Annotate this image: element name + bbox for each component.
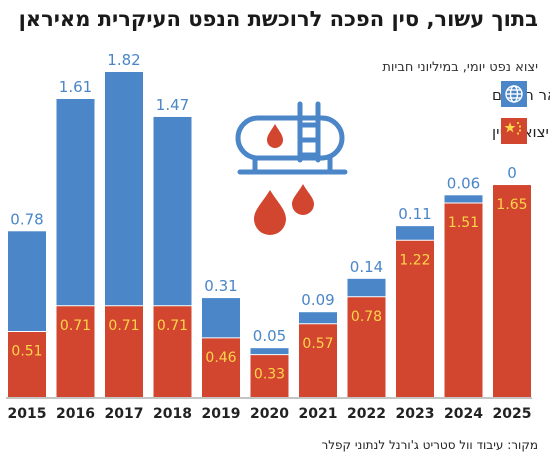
china-flag-icon bbox=[504, 121, 522, 135]
bar-china-2021 bbox=[299, 323, 337, 397]
value-label-china: 0.71 bbox=[157, 318, 188, 334]
inner-labels-group: 0.51 0.71 0.71 0.71 0.46 0.33 0.57 0.78 1.22 1.51… bbox=[11, 197, 527, 383]
value-label-china: 0.33 bbox=[254, 367, 285, 383]
x-axis-labels: 2015 2016 2017 2018 2019 2020 2021 2022 2023 2024… bbox=[8, 406, 532, 422]
bar-world-2024 bbox=[444, 195, 483, 204]
bar-world-2016 bbox=[56, 98, 95, 306]
bar-china-2023 bbox=[396, 240, 434, 397]
x-tick-label: 2023 bbox=[396, 406, 435, 422]
x-tick-label: 2021 bbox=[299, 406, 338, 422]
bar-world-2020 bbox=[250, 348, 289, 355]
bar-china-2018 bbox=[153, 305, 192, 397]
value-label-world: 0.06 bbox=[447, 174, 480, 192]
bar-world-2015 bbox=[8, 231, 46, 332]
bar-world-2023 bbox=[396, 226, 434, 241]
x-tick-label: 2020 bbox=[250, 406, 289, 422]
value-label-world: 0 bbox=[507, 164, 517, 182]
oil-tank-icon bbox=[235, 101, 348, 175]
value-label-china: 0.57 bbox=[302, 336, 333, 352]
value-label-china: 0.51 bbox=[11, 343, 42, 359]
x-tick-label: 2019 bbox=[202, 406, 241, 422]
value-label-world: 0.78 bbox=[10, 210, 43, 228]
value-label-china: 0.71 bbox=[60, 318, 91, 334]
value-label-world: 0.11 bbox=[398, 205, 431, 223]
globe-icon bbox=[505, 85, 523, 103]
oil-drop-icon bbox=[292, 184, 314, 215]
source-note: מקור: עיבוד וול סטריט ג'ורנל לנתוני קפלר bbox=[321, 438, 538, 452]
value-label-china: 0.71 bbox=[108, 318, 139, 334]
bar-world-2018 bbox=[153, 116, 192, 306]
bar-china-2019 bbox=[202, 337, 240, 397]
chart-subtitle: יצוא נפט יומי, במיליוני חביות bbox=[382, 60, 538, 75]
bar-world-2021 bbox=[299, 312, 337, 324]
bar-world-2022 bbox=[347, 278, 386, 297]
bar-china-2025 bbox=[493, 185, 531, 397]
x-tick-label: 2024 bbox=[444, 406, 483, 422]
bar-china-2024 bbox=[444, 203, 483, 397]
x-tick-label: 2016 bbox=[56, 406, 95, 422]
value-label-world: 1.82 bbox=[107, 51, 140, 69]
x-tick-label: 2015 bbox=[8, 406, 47, 422]
x-tick-label: 2022 bbox=[347, 406, 386, 422]
value-label-china: 0.46 bbox=[205, 350, 236, 366]
bar-world-2019 bbox=[202, 298, 240, 338]
value-label-china: 1.22 bbox=[399, 252, 430, 268]
bar-china-2015 bbox=[8, 331, 46, 397]
value-label-world: 1.47 bbox=[156, 96, 189, 114]
value-label-world: 0.14 bbox=[350, 258, 383, 276]
bar-china-2022 bbox=[347, 296, 386, 397]
x-tick-label: 2018 bbox=[153, 406, 192, 422]
value-label-china: 0.78 bbox=[351, 309, 382, 325]
value-label-world: 0.09 bbox=[301, 291, 334, 309]
value-label-world: 0.31 bbox=[204, 277, 237, 295]
oil-drop-icon bbox=[254, 190, 286, 235]
legend-swatch-china bbox=[501, 118, 527, 144]
chart-title: בתוך עשור, סין הפכה לרוכשת הנפט העיקרית … bbox=[18, 7, 538, 31]
value-label-china: 1.51 bbox=[448, 215, 479, 231]
value-label-china: 1.65 bbox=[496, 197, 527, 213]
legend: יצוא לשאר העולם יצוא לסין bbox=[492, 81, 550, 144]
top-labels-group: 0.78 1.61 1.82 1.47 0.31 0.05 0.09 0.14 0.11 0.06… bbox=[10, 51, 516, 345]
bar-china-2016 bbox=[56, 305, 95, 397]
x-tick-label: 2025 bbox=[493, 406, 532, 422]
oil-drop-icon bbox=[267, 124, 283, 148]
x-tick-label: 2017 bbox=[105, 406, 144, 422]
value-label-world: 1.61 bbox=[59, 78, 92, 96]
bars-group bbox=[8, 72, 531, 397]
bar-china-2017 bbox=[105, 305, 143, 397]
value-label-world: 0.05 bbox=[253, 327, 286, 345]
bar-world-2017 bbox=[105, 72, 143, 306]
bar-china-2020 bbox=[250, 354, 289, 397]
